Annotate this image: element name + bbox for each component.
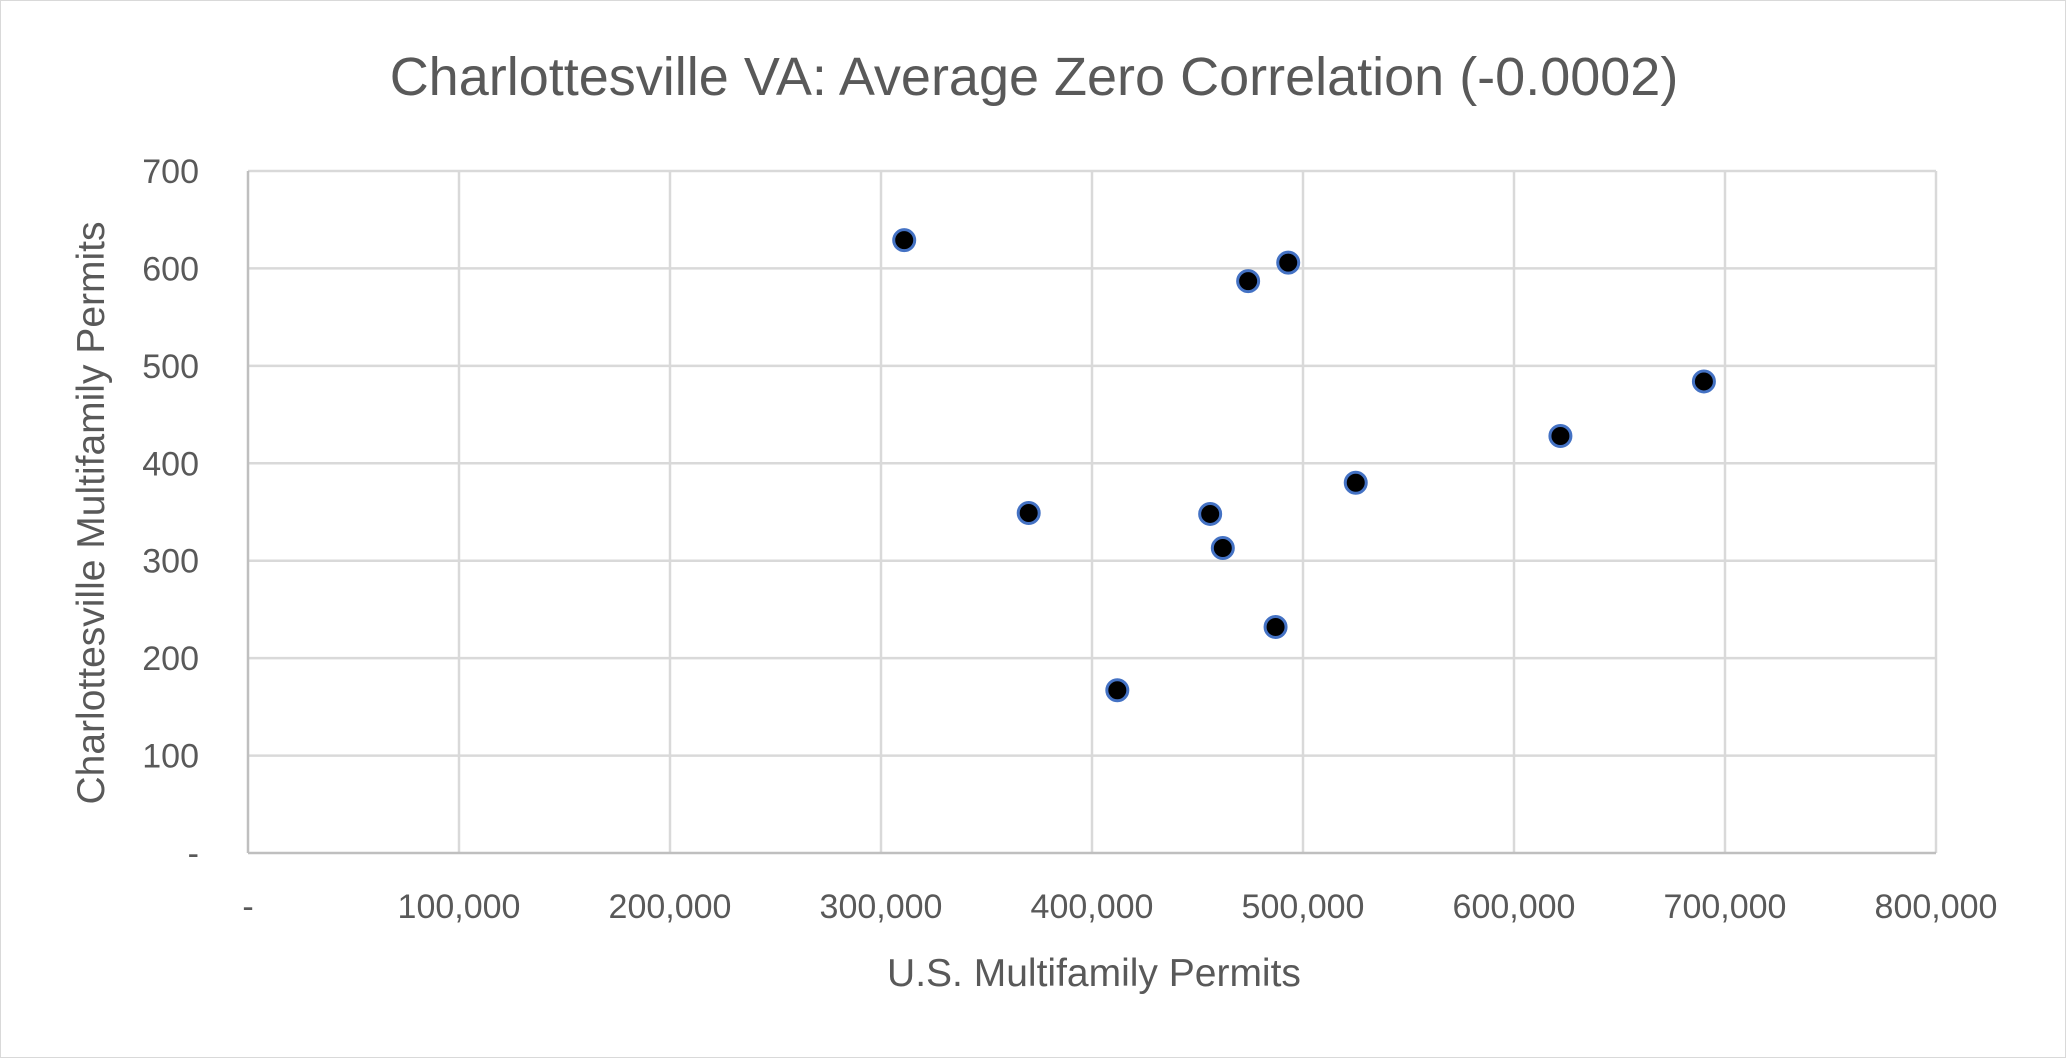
y-tick-label: 400	[142, 445, 199, 483]
chart-title: Charlottesville VA: Average Zero Correla…	[390, 47, 1679, 107]
data-point	[1236, 269, 1261, 294]
data-point	[1276, 250, 1301, 275]
y-tick-label: 100	[142, 738, 199, 776]
x-tick-label: 200,000	[609, 888, 732, 926]
x-tick-label: 600,000	[1453, 888, 1576, 926]
data-point	[1548, 424, 1573, 449]
x-tick-label: 800,000	[1875, 888, 1998, 926]
x-tick-label: 500,000	[1242, 888, 1365, 926]
x-tick-label: 400,000	[1031, 888, 1154, 926]
data-point	[892, 228, 917, 253]
y-tick-label: 600	[142, 250, 199, 288]
x-tick-label: -	[242, 888, 253, 926]
axes	[246, 171, 1936, 855]
y-tick-label: 300	[142, 543, 199, 581]
x-axis-title: U.S. Multifamily Permits	[887, 952, 1301, 995]
y-axis-tick-labels: - 100 200 300 400 500 600 700	[142, 153, 199, 873]
y-tick-label: -	[188, 835, 199, 873]
data-point	[1016, 500, 1041, 525]
y-tick-label: 500	[142, 348, 199, 386]
x-tick-label: 700,000	[1664, 888, 1787, 926]
y-tick-label: 200	[142, 640, 199, 678]
x-tick-label: 100,000	[398, 888, 521, 926]
data-point	[1198, 501, 1223, 526]
x-axis-tick-labels: - 100,000 200,000 300,000 400,000 500,000 600,…	[242, 888, 1997, 926]
x-tick-label: 300,000	[820, 888, 943, 926]
data-point	[1210, 536, 1235, 561]
data-point	[1343, 470, 1368, 495]
data-point	[1691, 369, 1716, 394]
data-point	[1105, 678, 1130, 703]
gridlines	[248, 169, 1938, 853]
data-points	[892, 228, 1716, 703]
y-tick-label: 700	[142, 153, 199, 191]
y-axis-title: Charlottesville Multifamily Permits	[70, 222, 113, 805]
data-point	[1263, 614, 1288, 639]
